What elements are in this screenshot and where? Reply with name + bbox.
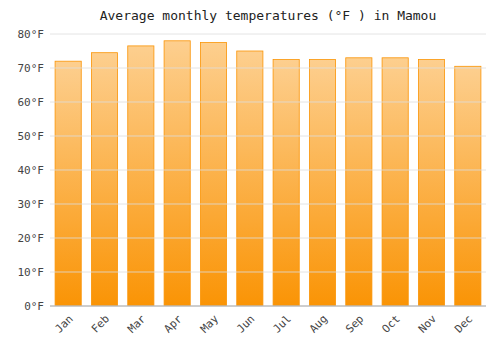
y-tick-label: 30°F <box>18 198 45 211</box>
x-tick-label: Oct <box>379 312 402 335</box>
bar <box>55 61 81 306</box>
y-tick-label: 40°F <box>18 164 45 177</box>
grid-line <box>50 102 486 103</box>
grid-line <box>50 306 486 307</box>
y-tick-label: 80°F <box>18 28 45 41</box>
y-axis: 0°F 10°F 20°F 30°F 40°F 50°F 60°F 70°F 80°F <box>18 28 487 313</box>
bar <box>346 58 372 306</box>
grid-line <box>50 238 486 239</box>
x-tick-label: Mar <box>125 312 149 336</box>
y-tick-label: 10°F <box>18 266 45 279</box>
chart: Average monthly temperatures (°F ) in Ma… <box>0 0 500 350</box>
x-tick-label: Sep <box>343 312 366 335</box>
x-tick-label: Jul <box>270 312 293 335</box>
grid-line <box>50 272 486 273</box>
bar <box>128 46 154 306</box>
x-tick-label: Aug <box>307 312 330 335</box>
grid-line <box>50 170 486 171</box>
x-tick-label: Jun <box>234 312 257 335</box>
y-tick-label: 70°F <box>18 62 45 75</box>
bar <box>418 60 444 307</box>
x-tick-label: May <box>198 312 222 336</box>
grid-line <box>50 34 486 35</box>
y-tick-label: 50°F <box>18 130 45 143</box>
grid-line <box>50 68 486 69</box>
bar <box>91 53 117 306</box>
y-tick-label: 20°F <box>18 232 45 245</box>
y-tick-label: 60°F <box>18 96 45 109</box>
bar <box>382 58 408 306</box>
x-axis: Jan Feb Mar Apr May Jun Jul Aug Sep Oct Nov Dec <box>52 312 475 336</box>
bars <box>55 41 481 306</box>
x-tick-label: Apr <box>161 312 185 336</box>
y-tick-label: 0°F <box>24 300 44 313</box>
x-axis-line <box>50 306 486 307</box>
x-tick-label: Nov <box>416 312 440 336</box>
x-tick-label: Dec <box>452 312 475 335</box>
bar <box>200 43 226 307</box>
title: Average monthly temperatures (°F ) in Ma… <box>100 8 437 23</box>
bar <box>273 60 299 307</box>
x-tick-label: Feb <box>89 312 112 335</box>
bar <box>164 41 190 306</box>
grid-line <box>50 204 486 205</box>
bar <box>237 51 263 306</box>
bar <box>309 60 335 307</box>
x-tick-label: Jan <box>52 312 75 335</box>
grid-line <box>50 136 486 137</box>
